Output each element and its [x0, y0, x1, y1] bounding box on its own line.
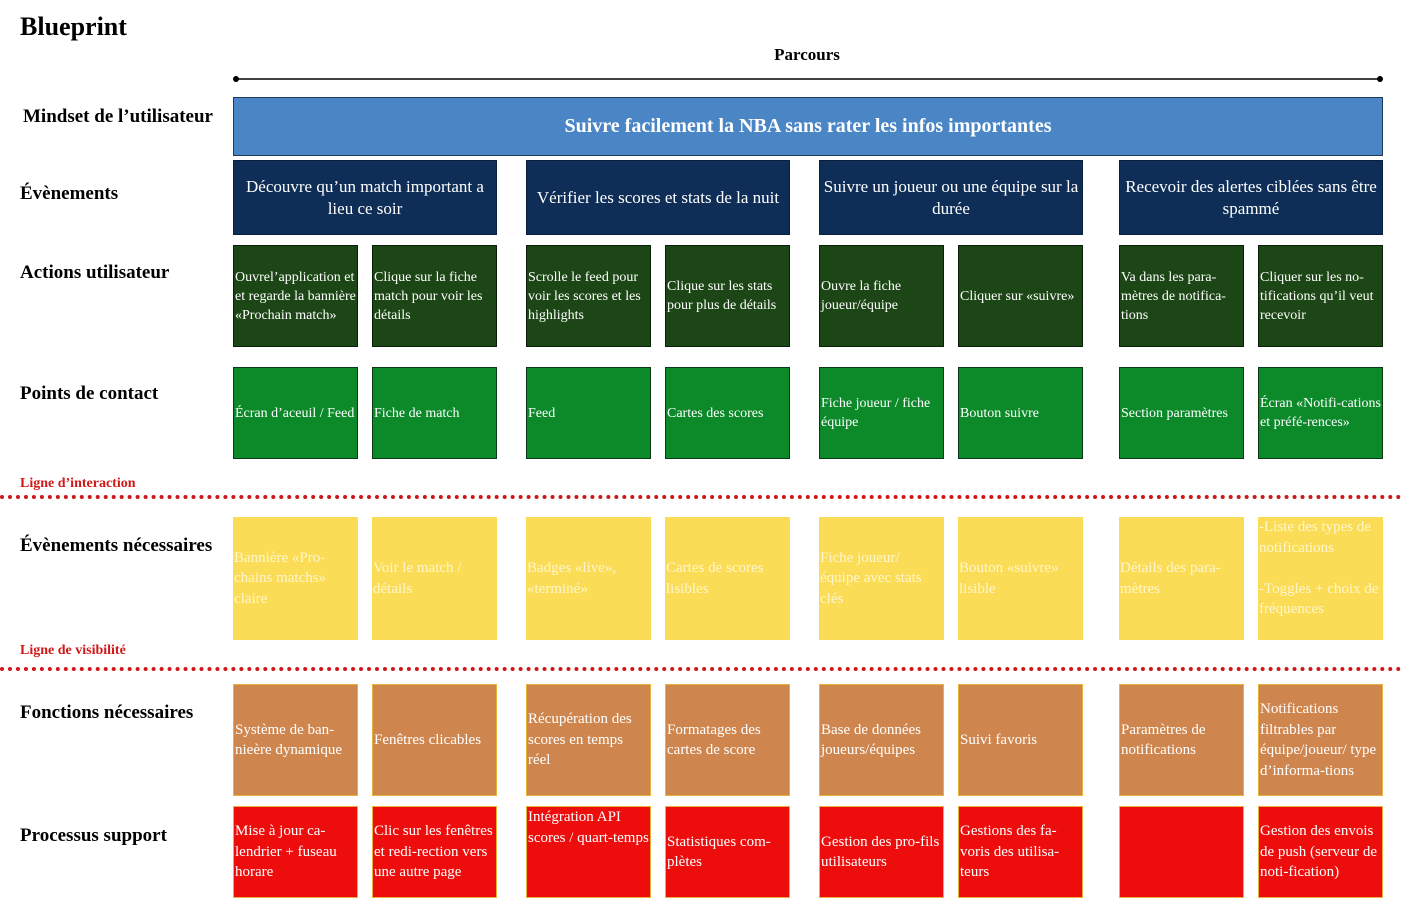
page-title: Blueprint [20, 12, 127, 41]
event-card: Suivre un joueur ou une équipe sur la du… [819, 160, 1083, 235]
event-card: Vérifier les scores et stats de la nuit [526, 160, 790, 235]
contact-card: Écran «Notifi-cations et préfé-rences» [1258, 367, 1383, 459]
row-label-actions: Actions utilisateur [20, 262, 170, 283]
support-card [1119, 806, 1244, 898]
action-card: Va dans les para-mètres de notifica-tion… [1119, 245, 1244, 347]
mindset-banner: Suivre facilement la NBA sans rater les … [233, 97, 1383, 156]
need-card: Cartes de scores lisibles [665, 517, 790, 640]
action-card: Clique sur la fiche match pour voir les … [372, 245, 497, 347]
journey-timeline [233, 76, 1383, 82]
need-card: Détails des para-mètres [1119, 517, 1244, 640]
function-card: Paramètres de notifications [1119, 684, 1244, 796]
support-card: Gestions des fa-voris des utilisa-teurs [958, 806, 1083, 898]
contact-card: Section paramètres [1119, 367, 1244, 459]
action-card: Ouvre la fiche joueur/équipe [819, 245, 944, 347]
row-label-needs: Évènements nécessaires [20, 535, 213, 556]
interaction-line-label: Ligne d’interaction [20, 476, 136, 491]
need-card: Bannière «Pro-chains matchs» claire [233, 517, 358, 640]
action-card: Scrolle le feed pour voir les scores et … [526, 245, 651, 347]
contact-card: Fiche de match [372, 367, 497, 459]
support-card: Intégration API scores / quart-temps [526, 806, 651, 898]
function-card: Récupération des scores en temps réel [526, 684, 651, 796]
contact-card: Bouton suivre [958, 367, 1083, 459]
function-card: Notifications filtrables par équipe/joue… [1258, 684, 1383, 796]
function-card: Système de ban-nieère dynamique [233, 684, 358, 796]
function-card: Formatages des cartes de score [665, 684, 790, 796]
event-card: Découvre qu’un match important a lieu ce… [233, 160, 497, 235]
function-card: Suivi favoris [958, 684, 1083, 796]
action-card: Ouvrel’application et et regarde la bann… [233, 245, 358, 347]
interaction-line [0, 495, 1402, 499]
action-card: Cliquer sur «suivre» [958, 245, 1083, 347]
support-card: Statistiques com-plètes [665, 806, 790, 898]
function-card: Base de données joueurs/équipes [819, 684, 944, 796]
contact-card: Feed [526, 367, 651, 459]
contact-card: Cartes des scores [665, 367, 790, 459]
need-card: Bouton «suivre» lisible [958, 517, 1083, 640]
journey-label: Parcours [774, 45, 840, 64]
row-label-contacts: Points de contact [20, 383, 159, 404]
row-label-functions: Fonctions nécessaires [20, 702, 194, 723]
visibility-line [0, 667, 1402, 671]
need-card: Badges «live», «terminé» [526, 517, 651, 640]
support-card: Gestion des envois de push (serveur de n… [1258, 806, 1383, 898]
row-label-mindset: Mindset de l’utilisateur [23, 106, 213, 127]
support-card: Gestion des pro-fils utilisateurs [819, 806, 944, 898]
need-card: Fiche joueur/ équipe avec stats clés [819, 517, 944, 640]
contact-card: Fiche joueur / fiche équipe [819, 367, 944, 459]
need-card: -Liste des types de notifications -Toggl… [1258, 517, 1383, 640]
visibility-line-label: Ligne de visibilité [20, 643, 126, 658]
action-card: Clique sur les stats pour plus de détail… [665, 245, 790, 347]
support-card: Mise à jour ca-lendrier + fuseau horare [233, 806, 358, 898]
need-card: Voir le match / détails [372, 517, 497, 640]
event-card: Recevoir des alertes ciblées sans être s… [1119, 160, 1383, 235]
function-card: Fenêtres clicables [372, 684, 497, 796]
row-label-events: Évènements [20, 183, 119, 204]
support-card: Clic sur les fenêtres et redi-rection ve… [372, 806, 497, 898]
row-label-support: Processus support [20, 825, 167, 846]
action-card: Cliquer sur les no-tifications qu’il veu… [1258, 245, 1383, 347]
contact-card: Écran d’aceuil / Feed [233, 367, 358, 459]
